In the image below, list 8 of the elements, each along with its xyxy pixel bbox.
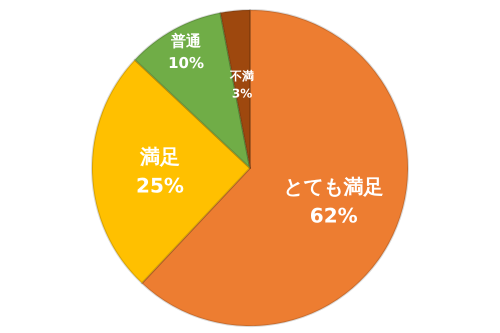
data-label: 25%	[136, 173, 184, 198]
slice-label: とても満足	[284, 174, 384, 199]
slice-label: 満足	[138, 144, 180, 168]
data-label: 62%	[310, 204, 358, 228]
data-label: 10%	[168, 54, 204, 72]
slice-label: 不満	[229, 69, 254, 84]
data-label: 3%	[232, 86, 252, 101]
slice-label: 普通	[170, 32, 202, 50]
